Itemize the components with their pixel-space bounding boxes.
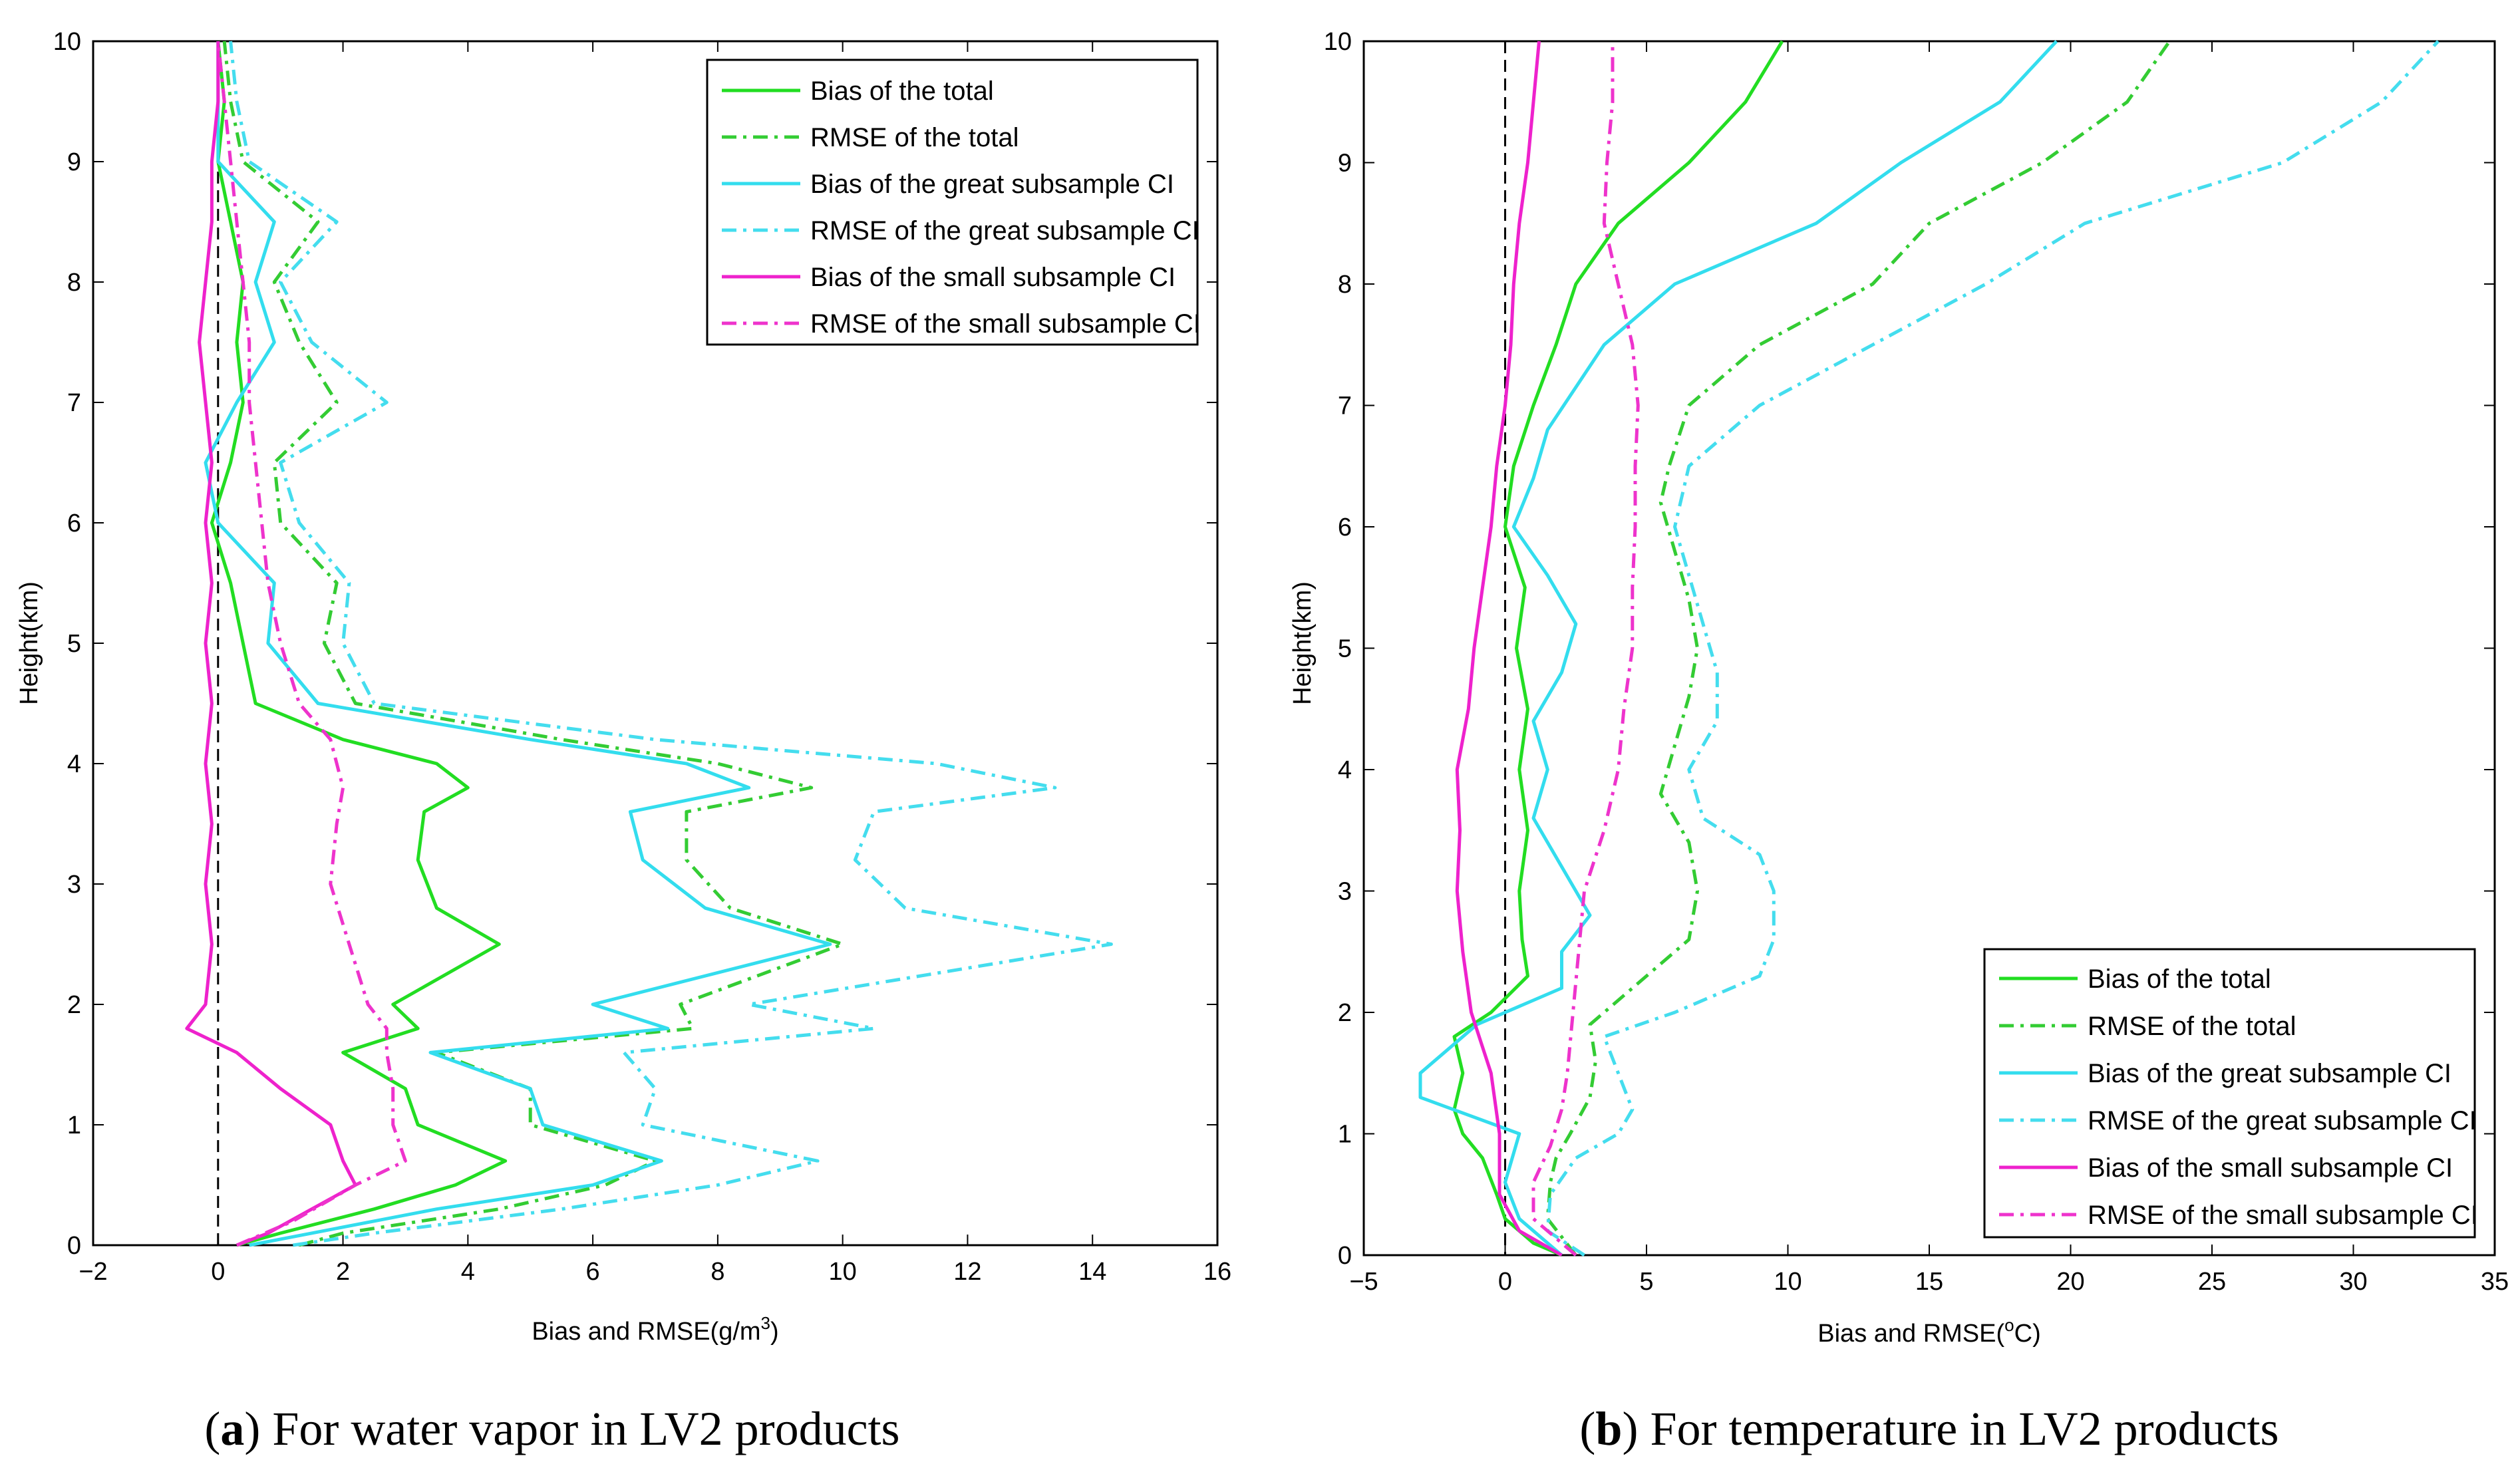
x-tick-label: 6 — [586, 1258, 600, 1286]
series-line-bias-of-the-total — [210, 41, 508, 1247]
caption-a: (a) For water vapor in LV2 products — [204, 1402, 899, 1455]
legend-label: Bias of the small subsample CI — [2088, 1153, 2453, 1183]
x-tick-label: 35 — [2481, 1268, 2509, 1296]
series-line-rmse-of-the-total — [1545, 40, 2171, 1256]
x-tick-label: −5 — [1349, 1268, 1378, 1296]
x-axis-label-a: Bias and RMSE(g/m3) — [532, 1313, 778, 1346]
legend-label: Bias of the total — [2088, 964, 2271, 994]
x-tick-label: 25 — [2198, 1268, 2226, 1296]
legend-label: Bias of the total — [810, 76, 994, 106]
y-tick-label: 4 — [1338, 756, 1352, 784]
legend-b: Bias of the total RMSE of the total Bias o… — [1983, 948, 2478, 1239]
y-axis-label-b: Height(km) — [1289, 581, 1317, 705]
legend-label: RMSE of the small subsample CI — [810, 309, 1201, 339]
series-line-bias-of-the-small-subsample-ci — [185, 41, 357, 1247]
y-tick-label: 7 — [1338, 392, 1352, 420]
y-tick-label: 6 — [67, 510, 81, 537]
x-tick-label: 5 — [1639, 1268, 1653, 1296]
legend-label: RMSE of the small subsample CI — [2088, 1201, 2478, 1230]
y-tick-label: 9 — [1338, 150, 1352, 178]
x-tick-label: 20 — [2056, 1268, 2084, 1296]
y-tick-label: 0 — [67, 1232, 81, 1260]
x-tick-label: 4 — [461, 1258, 475, 1286]
y-tick-label: 3 — [1338, 878, 1352, 906]
x-tick-label: 0 — [1498, 1268, 1512, 1296]
y-tick-label: 0 — [1338, 1242, 1352, 1270]
series-line-rmse-of-the-small-subsample-ci — [1531, 41, 1640, 1256]
x-tick-label: 0 — [211, 1258, 225, 1286]
y-tick-label: 8 — [67, 269, 81, 297]
series-line-bias-of-the-total — [1452, 40, 1784, 1257]
y-tick-label: 1 — [1338, 1121, 1352, 1149]
legend-label: RMSE of the great subsample CI — [810, 216, 1199, 245]
y-tick-label: 2 — [1338, 999, 1352, 1027]
legend-label: RMSE of the total — [810, 123, 1019, 152]
y-tick-label: 6 — [1338, 514, 1352, 541]
y-tick-label: 10 — [1324, 28, 1352, 56]
y-tick-label: 4 — [67, 750, 81, 778]
y-tick-label: 2 — [67, 991, 81, 1019]
y-tick-label: 1 — [67, 1111, 81, 1139]
legend-label: Bias of the great subsample CI — [2088, 1059, 2451, 1088]
x-tick-label: 8 — [710, 1258, 724, 1286]
x-tick-label: 16 — [1203, 1258, 1231, 1286]
x-tick-label: 15 — [1915, 1268, 1943, 1296]
caption-b: (b) For temperature in LV2 products — [1579, 1402, 2279, 1455]
y-tick-label: 10 — [53, 28, 81, 56]
series-line-bias-of-the-small-subsample-ci — [1455, 41, 1563, 1257]
x-tick-label: 2 — [336, 1258, 350, 1286]
legend-label: RMSE of the great subsample CI — [2088, 1106, 2477, 1135]
y-tick-label: 3 — [67, 871, 81, 899]
x-tick-label: −2 — [79, 1258, 107, 1286]
x-tick-label: 10 — [1774, 1268, 1802, 1296]
x-tick-label: 14 — [1078, 1258, 1106, 1286]
series-line-rmse-of-the-great-subsample-ci — [1545, 40, 2440, 1257]
series-line-bias-of-the-great-subsample-ci — [204, 41, 832, 1247]
y-tick-label: 9 — [67, 148, 81, 176]
series-line-rmse-of-the-small-subsample-ci — [216, 41, 407, 1247]
series-line-rmse-of-the-total — [222, 41, 845, 1247]
legend-label: RMSE of the total — [2088, 1012, 2296, 1041]
y-axis-label-a: Height(km) — [15, 581, 43, 705]
legend-a: Bias of the total RMSE of the total Bias o… — [706, 59, 1201, 346]
legend-label: Bias of the small subsample CI — [810, 263, 1176, 292]
x-axis-label-b: Bias and RMSE(oC) — [1817, 1315, 2040, 1348]
x-tick-label: 12 — [953, 1258, 981, 1286]
legend-box-b — [1983, 948, 2476, 1239]
legend-label: Bias of the great subsample CI — [810, 170, 1174, 199]
legend-box-a — [706, 59, 1199, 346]
x-tick-label: 10 — [829, 1258, 857, 1286]
y-tick-label: 5 — [67, 630, 81, 658]
x-tick-label: 30 — [2339, 1268, 2367, 1296]
series-line-rmse-of-the-great-subsample-ci — [229, 41, 1113, 1247]
series-a — [185, 41, 1113, 1247]
series-b — [1418, 40, 2440, 1257]
y-tick-label: 8 — [1338, 271, 1352, 299]
y-tick-label: 7 — [67, 389, 81, 417]
y-tick-label: 5 — [1338, 635, 1352, 663]
series-line-bias-of-the-great-subsample-ci — [1418, 40, 2058, 1256]
